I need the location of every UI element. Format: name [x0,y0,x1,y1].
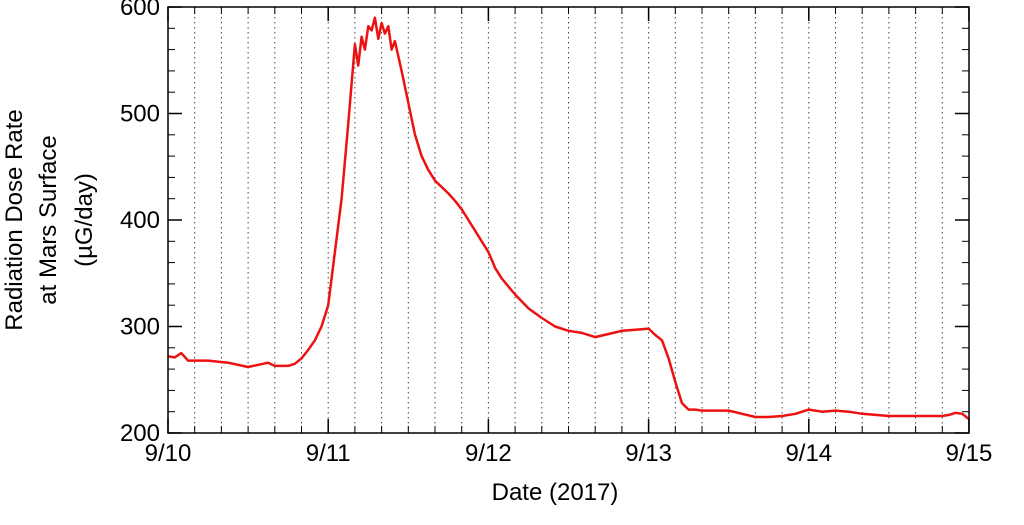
x-tick-label: 9/12 [465,440,512,467]
x-tick-label: 9/11 [306,440,351,467]
x-tick-labels: 9/10 9/11 9/12 9/13 9/14 9/15 [145,440,993,467]
y-tick-label: 200 [120,420,160,447]
y-tick-labels: 200 300 400 500 600 [120,0,160,447]
y-axis-title-line-2: at Mars Surface [35,135,62,304]
y-tick-label: 600 [120,0,160,21]
y-tick-label: 300 [120,314,160,341]
y-axis-title: Radiation Dose Rate at Mars Surface (µG/… [1,109,98,330]
x-tick-label: 9/15 [946,440,993,467]
y-tick-label: 500 [120,101,160,128]
dose-rate-line [167,16,970,421]
x-axis-title: Date (2017) [492,479,619,506]
x-tick-label: 9/13 [625,440,672,467]
plot-frame [167,6,970,434]
grid-lines [194,7,943,433]
x-tick-label: 9/10 [145,440,192,467]
y-tick-label: 400 [120,207,160,234]
y-axis-title-line-1: Radiation Dose Rate [1,109,28,330]
x-tick-label: 9/14 [785,440,832,467]
y-axis-title-line-3: (µG/day) [71,173,98,267]
